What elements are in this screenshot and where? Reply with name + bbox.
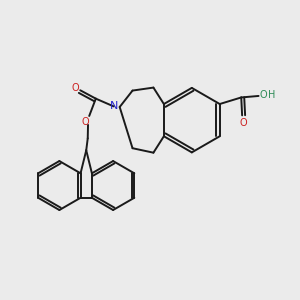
Text: O: O — [72, 83, 79, 93]
Text: O: O — [240, 118, 248, 128]
Text: N: N — [110, 101, 118, 111]
Text: O: O — [82, 117, 89, 127]
Text: H: H — [268, 90, 275, 100]
Text: O: O — [260, 90, 267, 100]
